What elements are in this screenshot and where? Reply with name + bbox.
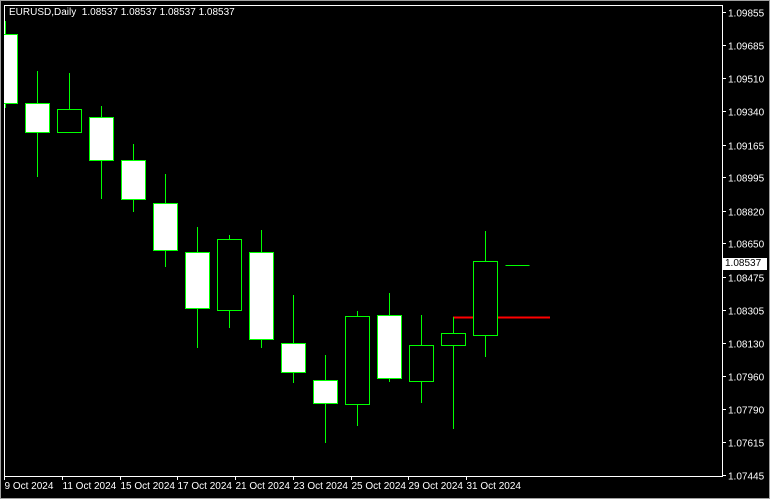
- candle: [345, 311, 370, 426]
- candle: [153, 174, 178, 267]
- candle: [57, 73, 82, 133]
- candle: [409, 315, 434, 403]
- candle-body: [153, 203, 178, 251]
- price-tick-label: 1.07615: [728, 439, 765, 450]
- price-tick-label: 1.09340: [728, 108, 765, 119]
- candle-body: [4, 34, 18, 104]
- price-tick-label: 1.08130: [728, 340, 765, 351]
- candle-body: [345, 316, 370, 405]
- candle-body: [313, 380, 338, 404]
- current-price-label: 1.08537: [722, 258, 767, 270]
- time-tick-label: 15 Oct 2024: [121, 481, 176, 492]
- time-tick-label: 31 Oct 2024: [467, 481, 522, 492]
- chart-header: EURUSD,Daily 1.08537 1.08537 1.08537 1.0…: [9, 7, 235, 18]
- ohlc-readout: 1.08537 1.08537 1.08537 1.08537: [81, 7, 235, 18]
- price-tick-label: 1.08820: [728, 208, 765, 219]
- candle: [313, 355, 338, 443]
- candle-body: [89, 117, 114, 161]
- candle-body: [377, 315, 402, 379]
- price-tick-label: 1.09855: [728, 9, 765, 20]
- candle: [473, 231, 498, 357]
- candle-body: [25, 103, 50, 133]
- price-tick-label: 1.07790: [728, 406, 765, 417]
- time-tick-label: 17 Oct 2024: [178, 481, 233, 492]
- price-tick-label: 1.07960: [728, 373, 765, 384]
- candle: [281, 295, 306, 383]
- candle: [89, 106, 114, 199]
- candle: [4, 21, 18, 108]
- price-tick-label: 1.07445: [728, 472, 765, 483]
- candle-body: [281, 343, 306, 373]
- price-tick-label: 1.08650: [728, 240, 765, 251]
- candle: [217, 235, 242, 328]
- price-tick-label: 1.08995: [728, 174, 765, 185]
- candle: [441, 317, 466, 429]
- price-tick-label: 1.09685: [728, 42, 765, 53]
- candle: [185, 227, 210, 348]
- price-tick-label: 1.08475: [728, 274, 765, 285]
- symbol-timeframe: EURUSD,Daily: [9, 7, 77, 18]
- candle-body: [409, 345, 434, 382]
- time-tick-label: 25 Oct 2024: [352, 481, 407, 492]
- candle: [121, 144, 146, 212]
- candle-body: [217, 239, 242, 311]
- candle-body: [57, 109, 82, 133]
- candle-body: [185, 252, 210, 309]
- time-tick-label: 9 Oct 2024: [5, 481, 54, 492]
- candle-body: [121, 160, 146, 200]
- candle: [25, 71, 50, 177]
- candle-body: [249, 252, 274, 340]
- candle-body: [473, 261, 498, 336]
- price-tick-label: 1.09165: [728, 142, 765, 153]
- candle-body: [441, 333, 466, 346]
- candle: [377, 293, 402, 382]
- price-tick-label: 1.09510: [728, 75, 765, 86]
- time-tick-label: 23 Oct 2024: [294, 481, 349, 492]
- plot-frame: [4, 5, 723, 477]
- time-tick-label: 29 Oct 2024: [409, 481, 464, 492]
- candle: [249, 230, 274, 348]
- price-tick-label: 1.08305: [728, 307, 765, 318]
- candles-group: [4, 21, 550, 443]
- time-tick-label: 11 Oct 2024: [63, 481, 117, 492]
- time-tick-label: 21 Oct 2024: [236, 481, 291, 492]
